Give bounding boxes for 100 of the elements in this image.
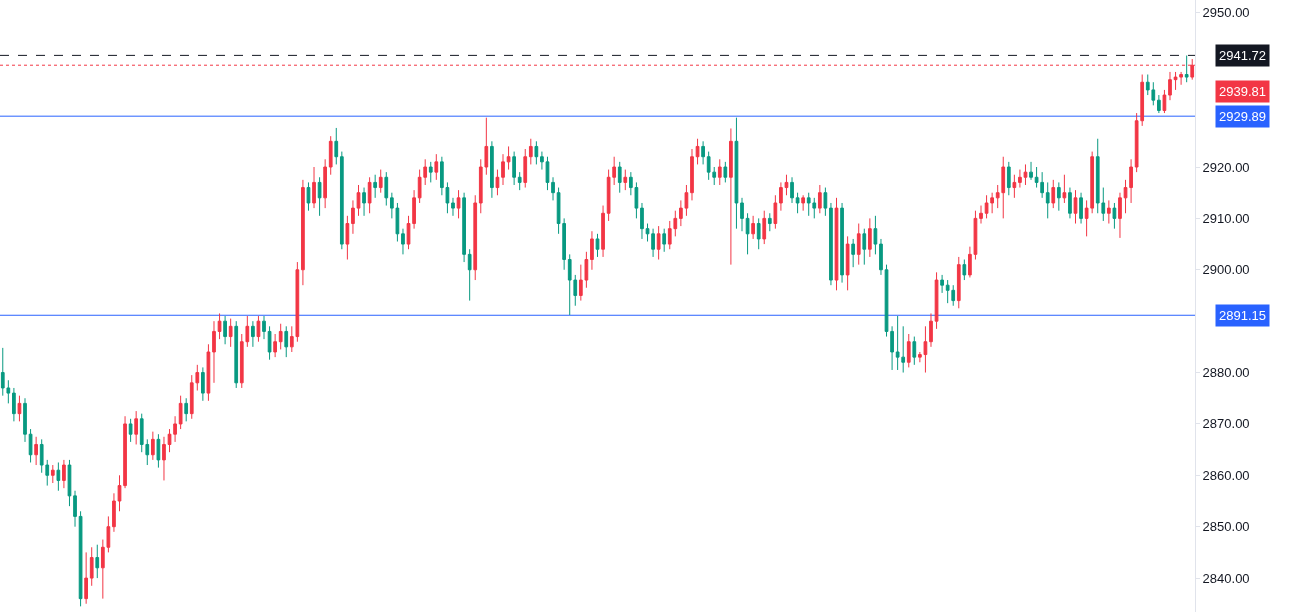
candlestick <box>517 171 522 191</box>
candlestick <box>1079 192 1083 225</box>
candlestick <box>817 184 822 214</box>
y-tick-label: 2920.00 <box>1202 159 1250 175</box>
candlestick <box>701 140 705 165</box>
y-tick-label: 2880.00 <box>1202 365 1250 381</box>
candlestick <box>756 217 761 250</box>
candlestick <box>251 320 255 348</box>
candlestick <box>62 459 66 489</box>
candlestick <box>84 551 89 605</box>
candlestick <box>128 418 133 443</box>
candlestick <box>656 225 661 260</box>
candlestick <box>595 233 600 258</box>
candlestick <box>434 153 439 181</box>
candlestick <box>206 343 211 402</box>
candlestick <box>1012 174 1017 199</box>
candlestick <box>873 215 878 255</box>
candlestick <box>1006 161 1011 196</box>
candlestick <box>829 202 833 286</box>
candlestick <box>451 197 455 217</box>
candlestick <box>501 153 505 186</box>
candlestick <box>512 151 516 186</box>
candlestick <box>1106 199 1111 225</box>
candlestick <box>234 320 239 389</box>
candlestick <box>339 151 344 250</box>
candlestick <box>367 176 372 214</box>
candlestick <box>345 215 350 260</box>
candlestick <box>73 490 77 528</box>
candlestick <box>551 176 555 201</box>
candlestick <box>462 192 466 263</box>
candlestick <box>695 138 700 165</box>
y-tick-label: 2900.00 <box>1202 262 1250 278</box>
candlestick <box>795 192 800 214</box>
candlestick <box>267 325 272 361</box>
candlestick <box>1112 202 1117 230</box>
candlestick <box>384 171 389 207</box>
candlestick <box>456 189 461 219</box>
candlestick <box>78 510 83 607</box>
candlestick <box>228 318 233 348</box>
candlestick <box>156 433 161 469</box>
candlestick <box>867 217 872 258</box>
candlestick <box>879 238 883 276</box>
candlestick <box>328 135 333 176</box>
candlestick <box>256 315 261 343</box>
candlestick <box>284 325 289 358</box>
candlestick <box>162 436 166 481</box>
candlestick <box>1029 161 1033 181</box>
ref-line-label: 2891.15 <box>1219 308 1266 323</box>
candlestick <box>223 315 227 345</box>
candlestick <box>767 212 772 232</box>
candlestick <box>34 436 38 466</box>
candlestick <box>312 166 316 209</box>
candlestick <box>12 387 16 422</box>
candlestick <box>940 274 944 294</box>
candlestick <box>840 202 844 284</box>
candlestick <box>362 187 366 217</box>
candlestick <box>523 148 528 189</box>
candlestick <box>1056 181 1061 212</box>
candlestick <box>862 228 867 266</box>
y-tick-label: 2840.00 <box>1202 570 1250 586</box>
candlestick <box>823 187 828 217</box>
candlestick <box>534 140 539 165</box>
candlestick <box>762 210 767 245</box>
candlestick <box>1045 181 1050 219</box>
candlestick <box>273 333 277 358</box>
candlestick <box>745 212 750 255</box>
candlestick <box>717 158 722 186</box>
candlestick <box>834 197 839 291</box>
candlestick <box>906 333 911 368</box>
candlestick <box>773 194 778 230</box>
candlestick <box>212 320 216 384</box>
candlestick <box>217 312 222 340</box>
candlestick <box>178 395 183 430</box>
candlestick <box>17 395 22 422</box>
candlestick <box>623 169 628 191</box>
candlestick <box>95 544 100 579</box>
candlestick <box>751 215 755 240</box>
y-tick-label: 2950.00 <box>1202 5 1250 21</box>
candlestick <box>1062 174 1067 204</box>
candlestick <box>1162 89 1167 114</box>
candlestick <box>506 145 511 171</box>
candlestick <box>134 410 139 445</box>
candlestick <box>490 140 494 199</box>
candlestick <box>1168 71 1172 101</box>
candlestick <box>801 194 806 212</box>
ref-line-label: 2939.81 <box>1219 84 1266 99</box>
candlestick <box>929 312 933 348</box>
candlestick <box>1157 94 1161 114</box>
candlestick <box>323 158 328 209</box>
candlestick <box>262 315 266 340</box>
candlestick <box>184 397 189 422</box>
candlestick <box>201 366 205 402</box>
candlestick <box>373 174 378 199</box>
candlestick <box>1118 192 1122 239</box>
candlestick <box>56 461 61 492</box>
candlestick <box>590 230 594 271</box>
candlestick <box>306 181 311 212</box>
candlestick <box>662 228 667 253</box>
candlestick <box>28 428 33 463</box>
candlestick <box>334 127 339 165</box>
